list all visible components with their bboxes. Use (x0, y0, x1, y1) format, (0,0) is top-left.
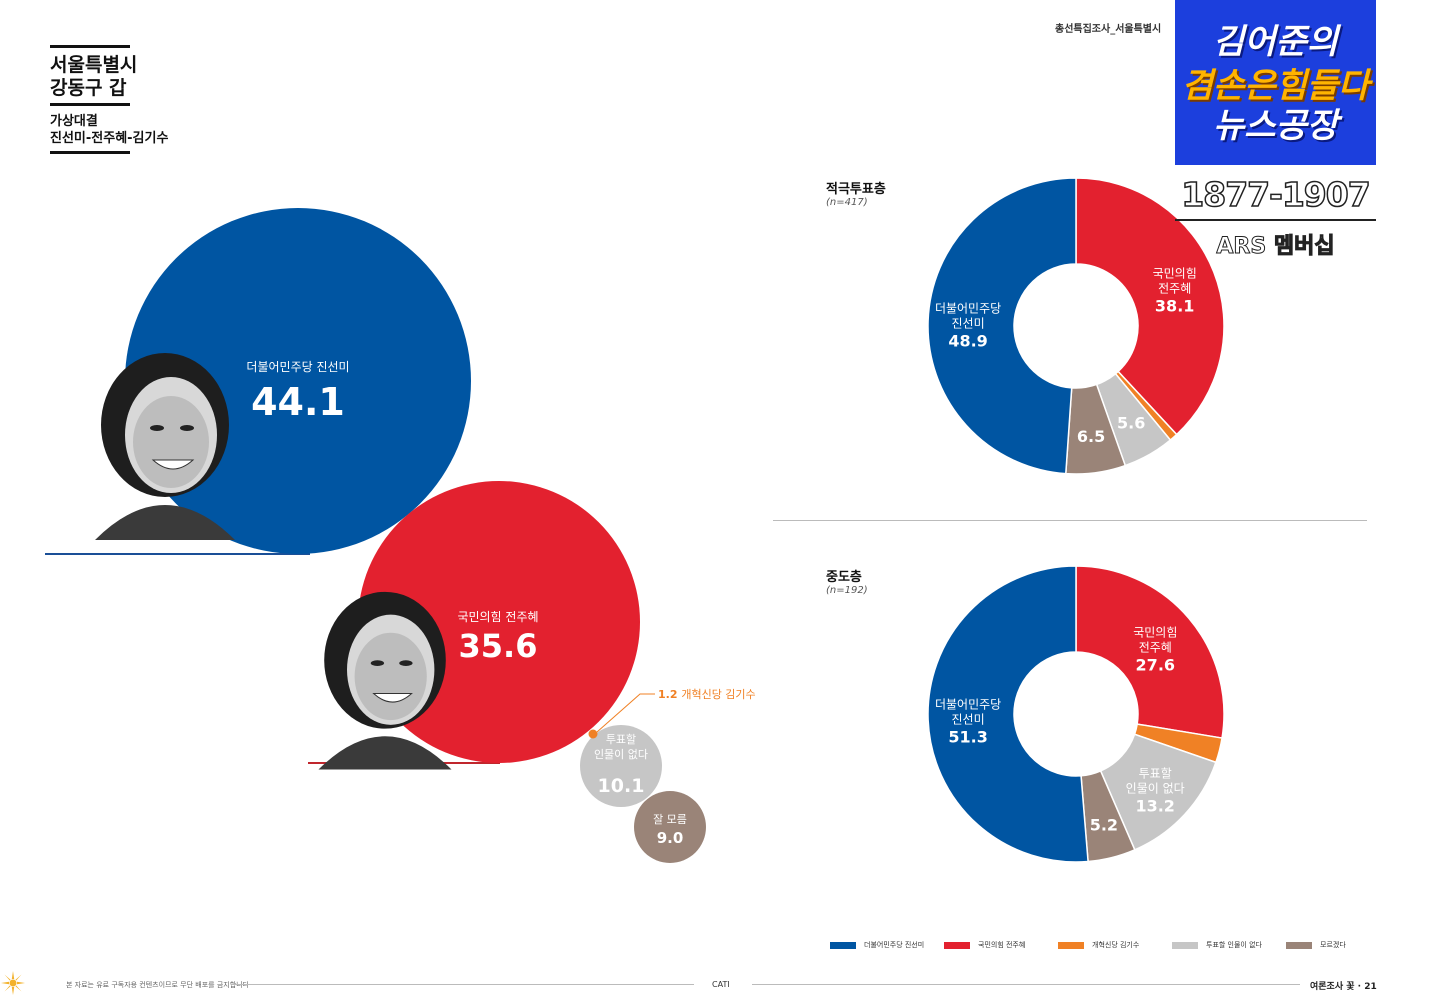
bubble-value: 10.1 (598, 775, 645, 797)
legend-label: 개혁신당 김기수 (1092, 941, 1140, 949)
logo-line-2: 겸손은힘들다 (1181, 66, 1370, 106)
donut-label: 국민의힘 전주혜 (1153, 266, 1197, 295)
legend-label: 더불어민주당 진선미 (864, 941, 925, 949)
donut-label: 국민의힘 전주혜 (1133, 626, 1177, 655)
donut-value: 13.2 (1135, 796, 1174, 815)
donut-label: 더불어민주당 진선미 (935, 301, 1001, 330)
legend-item: 국민의힘 전주혜 (944, 940, 1025, 950)
legend-item: 모르겠다 (1286, 940, 1346, 950)
legend-swatch (1172, 941, 1198, 949)
donut-slice (927, 177, 1077, 475)
footer-note: 본 자료는 유료 구독자용 컨텐츠이므로 무단 배포를 금지합니다 (66, 981, 250, 989)
logo-line-3: 뉴스공장 (1212, 106, 1339, 146)
donut-label: 더불어민주당 진선미 (935, 697, 1001, 726)
donut-value: 48.9 (948, 331, 987, 350)
donut-slice (1075, 177, 1225, 436)
ars-membership: ARS 멤버십 (1216, 234, 1335, 260)
donut-slice (927, 565, 1089, 863)
page-subtitle: 가상대결 진선미-전주혜-김기수 (50, 114, 169, 146)
sunburst-icon (1, 971, 25, 995)
bubble-value: 44.1 (251, 380, 345, 424)
legend-swatch (944, 941, 970, 949)
legend-label: 투표할 인물이 없다 (1206, 941, 1262, 949)
donut-value: 51.3 (948, 727, 987, 746)
donut-value: 27.6 (1136, 656, 1175, 675)
page-number: 여론조사 꽃 · 21 (1310, 982, 1377, 992)
bubble-value: 35.6 (459, 627, 538, 665)
legend-item: 투표할 인물이 없다 (1172, 940, 1262, 950)
page-title: 서울특별시 강동구 갑 (50, 54, 138, 99)
bubble-2 (588, 729, 598, 739)
bubble-3 (580, 725, 662, 807)
footer-rule-right (752, 984, 1300, 985)
bubble-value: 9.0 (657, 829, 684, 847)
series-label: 총선특집조사_서울특별시 (1055, 24, 1162, 35)
legend-label: 모르겠다 (1320, 941, 1346, 949)
legend-item: 더불어민주당 진선미 (830, 940, 924, 950)
callout-line (596, 693, 655, 733)
donut-value: 38.1 (1155, 296, 1194, 315)
title-bottom-rule (50, 151, 130, 154)
donut-value: 5.2 (1090, 816, 1118, 835)
logo-line-1: 김어준의 (1212, 22, 1339, 62)
footer-method: CATI (712, 980, 730, 989)
phone-number: 1877-1907 (1181, 174, 1372, 215)
donut-value: 5.6 (1117, 413, 1145, 432)
bubble-label: 1.2 개혁신당 김기수 (658, 688, 756, 701)
donut-label: 투표할 인물이 없다 (1126, 766, 1185, 795)
news-factory-logo: 김어준의 겸손은힘들다 뉴스공장 (1175, 0, 1376, 165)
donut-1-title: 적극투표층 (826, 182, 886, 197)
title-top-rule (50, 45, 130, 48)
donut-2-title: 중도층 (826, 570, 862, 585)
legend-swatch (1286, 941, 1312, 949)
donut-slice (1075, 565, 1225, 739)
phone-underline (1175, 219, 1376, 221)
donut-2-n: (n=192) (826, 585, 868, 596)
bubble-label: 국민의힘 전주혜 (457, 610, 538, 624)
legend: 더불어민주당 진선미 국민의힘 전주혜 개혁신당 김기수 투표할 인물이 없다 … (830, 940, 1370, 954)
legend-swatch (1058, 941, 1084, 949)
section-divider (773, 520, 1367, 521)
bubble-label: 더불어민주당 진선미 (246, 360, 349, 374)
legend-item: 개혁신당 김기수 (1058, 940, 1139, 950)
bubble-chart: 더불어민주당 진선미 44.1 국민의힘 전주혜 35.6 투표할 인물이 없다 10.1 잘… (45, 208, 756, 863)
bubble-label: 투표할 인물이 없다 (594, 733, 648, 761)
legend-swatch (830, 941, 856, 949)
footer-rule-left (232, 984, 694, 985)
donut-slice (1099, 733, 1217, 851)
title-mid-rule (50, 103, 130, 106)
portrait-jin-sunmi (95, 353, 235, 540)
bubble-label: 잘 모름 (653, 813, 687, 826)
legend-label: 국민의힘 전주혜 (978, 941, 1026, 949)
donut-value: 6.5 (1077, 427, 1105, 446)
bubble-4 (634, 791, 706, 863)
donut-1-n: (n=417) (826, 197, 868, 208)
portrait-jeon-joohye (318, 591, 452, 770)
